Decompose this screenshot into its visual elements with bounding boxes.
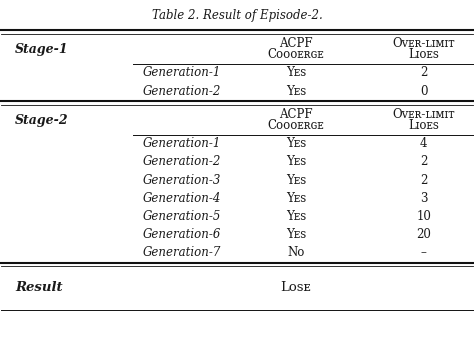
Text: Result: Result <box>15 281 63 294</box>
Text: Generation-1: Generation-1 <box>143 66 221 79</box>
Text: 10: 10 <box>416 210 431 223</box>
Text: Yᴇs: Yᴇs <box>286 228 306 241</box>
Text: Yᴇs: Yᴇs <box>286 155 306 168</box>
Text: Stage-1: Stage-1 <box>15 43 69 56</box>
Text: Cᴏᴏᴏᴇʀɢᴇ: Cᴏᴏᴏᴇʀɢᴇ <box>268 48 324 61</box>
Text: 2: 2 <box>420 155 428 168</box>
Text: Oᴠᴇʀ-ʟɪᴍɪᴛ: Oᴠᴇʀ-ʟɪᴍɪᴛ <box>392 108 455 121</box>
Text: Lɪᴏᴇs: Lɪᴏᴇs <box>408 119 439 132</box>
Text: Yᴇs: Yᴇs <box>286 192 306 205</box>
Text: Generation-2: Generation-2 <box>143 85 221 98</box>
Text: Table 2. Result of Episode-2.: Table 2. Result of Episode-2. <box>152 9 322 22</box>
Text: Generation-5: Generation-5 <box>143 210 221 223</box>
Text: 2: 2 <box>420 174 428 187</box>
Text: Cᴏᴏᴏᴇʀɢᴇ: Cᴏᴏᴏᴇʀɢᴇ <box>268 119 324 132</box>
Text: Yᴇs: Yᴇs <box>286 66 306 79</box>
Text: Oᴠᴇʀ-ʟɪᴍɪᴛ: Oᴠᴇʀ-ʟɪᴍɪᴛ <box>392 38 455 51</box>
Text: 3: 3 <box>420 192 428 205</box>
Text: Generation-2: Generation-2 <box>143 155 221 168</box>
Text: Yᴇs: Yᴇs <box>286 137 306 150</box>
Text: Stage-2: Stage-2 <box>15 114 69 127</box>
Text: ACPF: ACPF <box>279 38 313 51</box>
Text: 20: 20 <box>416 228 431 241</box>
Text: Yᴇs: Yᴇs <box>286 85 306 98</box>
Text: Generation-6: Generation-6 <box>143 228 221 241</box>
Text: Generation-3: Generation-3 <box>143 174 221 187</box>
Text: ACPF: ACPF <box>279 108 313 121</box>
Text: Yᴇs: Yᴇs <box>286 210 306 223</box>
Text: Generation-7: Generation-7 <box>143 246 221 259</box>
Text: Generation-1: Generation-1 <box>143 137 221 150</box>
Text: No: No <box>287 246 305 259</box>
Text: Lᴏsᴇ: Lᴏsᴇ <box>281 281 311 294</box>
Text: –: – <box>421 246 427 259</box>
Text: Lɪᴏᴇs: Lɪᴏᴇs <box>408 48 439 61</box>
Text: 4: 4 <box>420 137 428 150</box>
Text: Yᴇs: Yᴇs <box>286 174 306 187</box>
Text: 2: 2 <box>420 66 428 79</box>
Text: Generation-4: Generation-4 <box>143 192 221 205</box>
Text: 0: 0 <box>420 85 428 98</box>
